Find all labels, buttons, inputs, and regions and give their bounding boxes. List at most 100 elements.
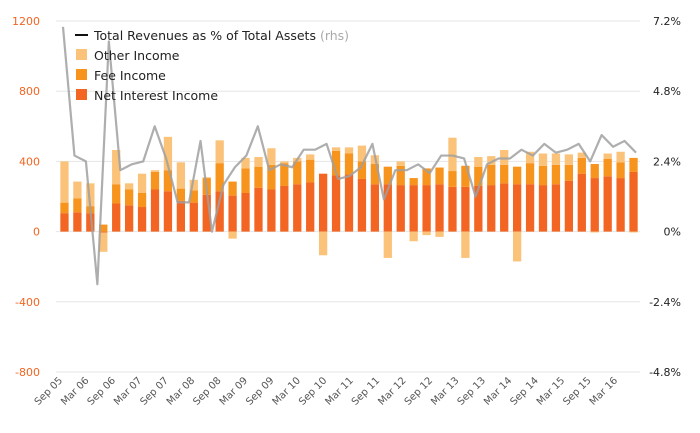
bar-other	[512, 231, 522, 262]
bar-net-interest	[189, 202, 198, 232]
bar-net-interest	[215, 191, 224, 232]
x-tick-label: Mar 14	[482, 375, 514, 407]
bar-other	[318, 231, 328, 256]
bar-other	[137, 173, 147, 193]
x-tick-label: Mar 09	[218, 375, 250, 407]
bar-net-interest	[293, 184, 302, 232]
legend-other-swatch	[76, 49, 87, 60]
legend-other-label: Other Income	[94, 48, 180, 63]
legend-rhs-suffix: (rhs)	[320, 28, 349, 43]
x-tick-label: Sep 06	[86, 375, 118, 407]
bar-other	[577, 152, 586, 158]
bar-other	[396, 161, 405, 166]
bar-other	[551, 153, 561, 165]
x-tick-label: Mar 15	[535, 375, 567, 407]
bar-net-interest	[331, 175, 341, 232]
bar-net-interest	[409, 185, 418, 232]
bar-net-interest	[603, 176, 612, 232]
ratio-line-path	[61, 26, 637, 286]
bar-fee	[525, 163, 535, 185]
bar-net-interest	[112, 203, 121, 232]
bar-net-interest	[500, 183, 509, 232]
bar-other	[228, 231, 237, 239]
x-tick-label: Mar 08	[165, 375, 197, 407]
bar-other	[461, 231, 470, 258]
bar-other	[150, 170, 160, 172]
bar-fee	[254, 166, 263, 188]
bar-net-interest	[241, 192, 250, 232]
bar-net-interest	[280, 185, 289, 232]
y-tick-label-left: 1200	[12, 15, 40, 28]
bar-net-interest	[590, 178, 599, 232]
bar-net-interest	[267, 189, 276, 232]
x-tick-label: Mar 10	[271, 375, 303, 407]
bar-net-interest	[150, 189, 160, 232]
x-tick-label: Sep 15	[561, 375, 593, 407]
bar-net-interest	[344, 174, 354, 232]
bar-other	[176, 162, 186, 189]
bar-other	[590, 231, 599, 233]
bar-net-interest	[577, 173, 586, 232]
bar-fee	[409, 178, 418, 186]
bar-fee	[99, 224, 108, 232]
x-tick-label: Sep 10	[297, 375, 329, 407]
bar-fee	[189, 190, 198, 203]
bar-fee	[474, 166, 483, 186]
bar-other	[435, 231, 444, 237]
bar-net-interest	[629, 171, 638, 232]
bar-fee	[112, 184, 121, 204]
bar-net-interest	[512, 184, 522, 232]
bar-other	[124, 183, 134, 190]
y-tick-label-left: -800	[15, 366, 40, 379]
bar-other	[112, 149, 121, 185]
bar-other	[538, 153, 548, 166]
bar-fee	[577, 157, 586, 174]
bar-net-interest	[461, 186, 470, 232]
bar-net-interest	[228, 195, 237, 232]
bar-net-interest	[318, 173, 328, 232]
bar-other	[357, 145, 367, 162]
bar-other	[215, 140, 224, 164]
bar-net-interest	[254, 187, 263, 232]
legend-net-interest-swatch	[76, 89, 87, 100]
legend: Total Revenues as % of Total Assets (rhs…	[75, 28, 349, 103]
bar-fee	[564, 164, 574, 181]
bar-other	[564, 154, 574, 165]
x-tick-label: Sep 11	[350, 375, 382, 407]
bar-other	[241, 157, 250, 169]
bar-net-interest	[564, 180, 574, 232]
bar-other	[202, 177, 211, 179]
bar-net-interest	[137, 207, 147, 232]
bar-other	[267, 148, 276, 165]
bar-other	[422, 231, 431, 236]
bar-fee	[616, 162, 625, 179]
bar-other	[409, 231, 418, 242]
bar-fee	[357, 161, 367, 179]
bar-net-interest	[306, 182, 315, 232]
bar-other	[525, 151, 535, 164]
bar-net-interest	[357, 178, 367, 232]
x-tick-label: Sep 07	[138, 375, 170, 407]
bar-net-interest	[474, 185, 483, 232]
legend-net-interest-label: Net Interest Income	[94, 88, 218, 103]
bar-net-interest	[422, 185, 431, 232]
bar-other	[189, 179, 198, 191]
bar-fee	[176, 188, 186, 201]
bar-net-interest	[86, 213, 95, 232]
bar-net-interest	[487, 185, 496, 232]
x-tick-label: Mar 07	[112, 375, 144, 407]
x-tick-label: Sep 09	[244, 375, 276, 407]
bar-fee	[267, 164, 276, 190]
y-tick-label-right: -4.8%	[649, 366, 681, 379]
x-tick-label: Mar 12	[376, 375, 408, 407]
bar-net-interest	[99, 231, 108, 233]
y-tick-label-left: -400	[15, 296, 40, 309]
bar-net-interest	[202, 194, 211, 232]
legend-fee-swatch	[76, 69, 87, 80]
bar-net-interest	[163, 191, 173, 232]
y-tick-label-right: -2.4%	[649, 296, 681, 309]
bar-fee	[344, 153, 354, 175]
bar-fee	[590, 164, 599, 179]
bar-net-interest	[525, 184, 535, 232]
